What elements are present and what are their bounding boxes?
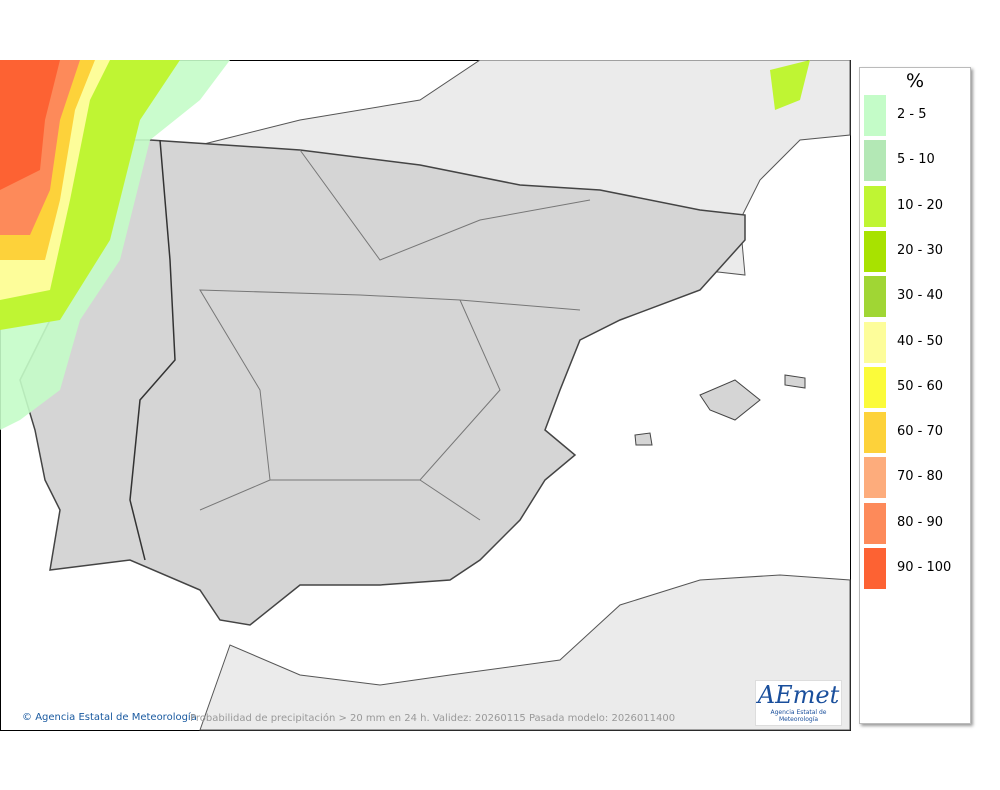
legend-swatch — [864, 321, 886, 363]
regions — [199, 149, 591, 521]
logo: AEmet Agencia Estatal de Meteorología — [755, 680, 842, 726]
legend-label: 30 - 40 — [897, 288, 944, 304]
legend-swatch — [864, 185, 886, 227]
legend-label: 10 - 20 — [897, 197, 944, 213]
legend-item: 80 - 90 — [864, 502, 968, 544]
logo-name: AEmet — [757, 681, 840, 709]
legend: % 2 - 5 5 - 10 10 - 20 20 - 30 30 - 40 40 - 5… — [859, 67, 971, 724]
legend-label: 50 - 60 — [897, 378, 944, 394]
legend-swatch — [864, 412, 886, 454]
legend-label: 5 - 10 — [897, 152, 935, 168]
balearic — [634, 374, 806, 446]
legend-swatch — [864, 140, 886, 182]
legend-title: % — [905, 70, 925, 92]
legend-swatch — [864, 95, 886, 136]
legend-item: 60 - 70 — [864, 412, 968, 454]
legend-item: 5 - 10 — [864, 140, 968, 182]
legend-item: 10 - 20 — [864, 185, 968, 227]
legend-item: 90 - 100 — [864, 548, 968, 589]
legend-label: 70 - 80 — [897, 469, 944, 485]
legend-label: 40 - 50 — [897, 333, 944, 349]
legend-swatch — [864, 276, 886, 318]
legend-label: 2 - 5 — [897, 107, 927, 122]
legend-label: 80 - 90 — [897, 514, 944, 530]
legend-swatch — [864, 457, 886, 499]
legend-swatch — [864, 502, 886, 544]
credit: © Agencia Estatal de Meteorología — [22, 712, 197, 723]
logo-subtitle: Agencia Estatal de Meteorología — [770, 709, 827, 723]
legend-item: 20 - 30 — [864, 230, 968, 272]
legend-item: 70 - 80 — [864, 457, 968, 499]
legend-item: 50 - 60 — [864, 366, 968, 408]
legend-swatch — [864, 230, 886, 272]
legend-swatch — [864, 366, 886, 408]
map — [0, 60, 851, 731]
precip-ne — [770, 60, 810, 110]
precip-90-100 — [0, 60, 60, 190]
legend-label: 20 - 30 — [897, 242, 944, 258]
legend-swatch — [864, 548, 886, 589]
africa — [199, 574, 851, 731]
credit-text: Agencia Estatal de Meteorología — [35, 712, 197, 723]
legend-item: 40 - 50 — [864, 321, 968, 363]
portugal-border — [129, 139, 176, 561]
legend-label: 60 - 70 — [897, 424, 944, 440]
caption: Probabilidad de precipitación > 20 mm en… — [190, 713, 676, 724]
legend-item: 2 - 5 — [864, 95, 968, 136]
legend-label: 90 - 100 — [897, 560, 952, 575]
legend-item: 30 - 40 — [864, 276, 968, 318]
